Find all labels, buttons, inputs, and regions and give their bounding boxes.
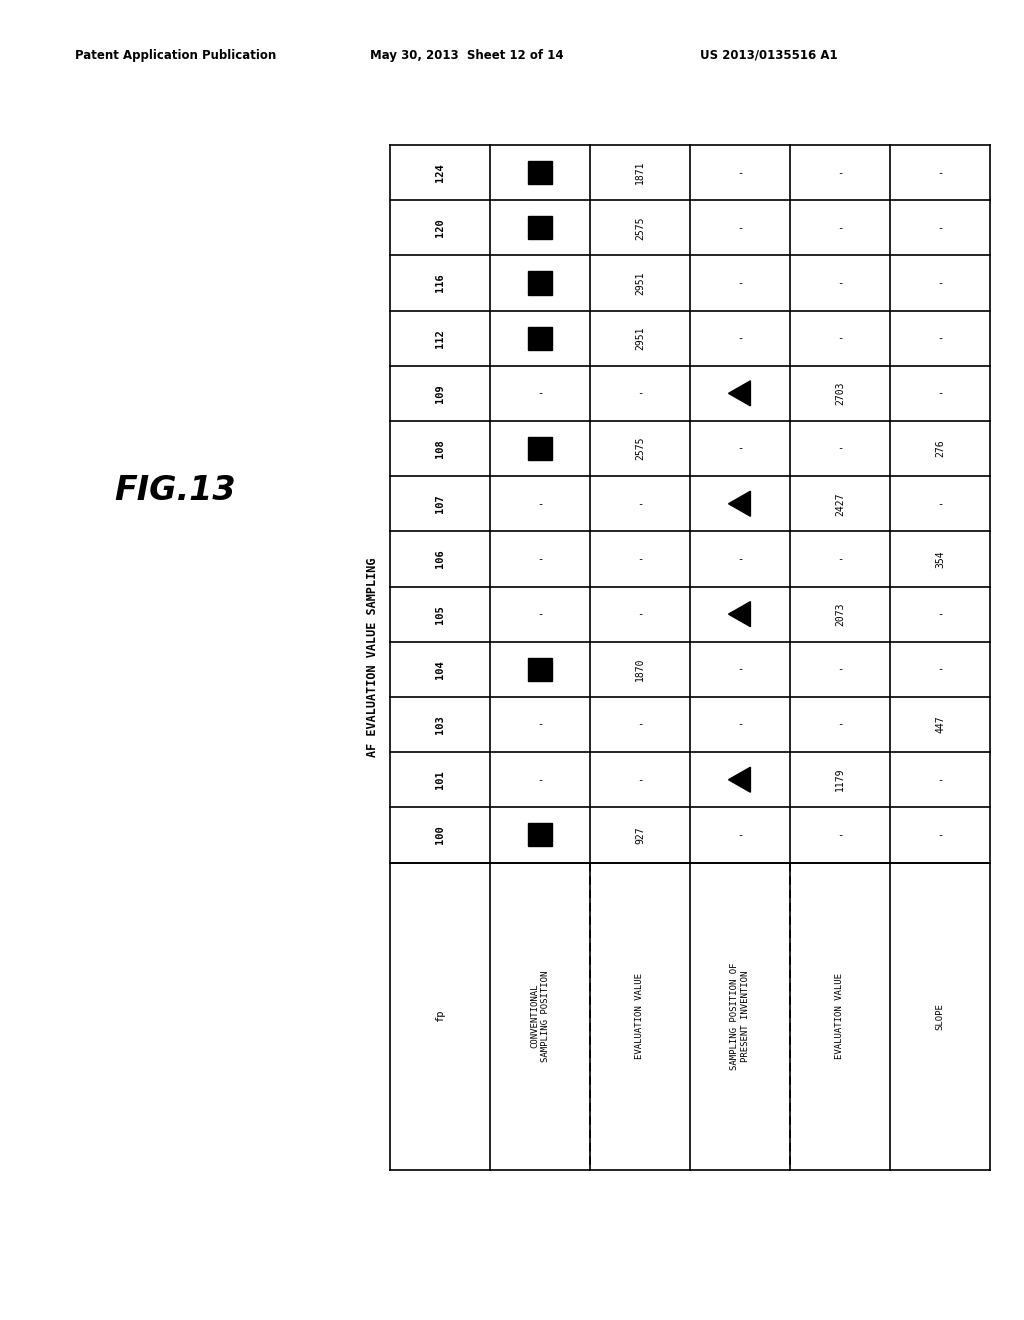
Text: 109: 109 <box>435 384 445 403</box>
Text: -: - <box>737 444 743 454</box>
Text: 2951: 2951 <box>635 326 645 350</box>
Text: 1870: 1870 <box>635 657 645 681</box>
Text: -: - <box>937 388 943 399</box>
Text: Patent Application Publication: Patent Application Publication <box>75 49 276 62</box>
Text: 1179: 1179 <box>835 768 845 792</box>
Text: CONVENTIONAL
SAMPLING POSITION: CONVENTIONAL SAMPLING POSITION <box>530 970 550 1061</box>
Text: -: - <box>937 168 943 178</box>
Text: 2427: 2427 <box>835 492 845 516</box>
Polygon shape <box>728 767 751 792</box>
Text: fp: fp <box>435 1010 445 1023</box>
Text: -: - <box>937 775 943 784</box>
Bar <box>528 216 552 239</box>
Text: -: - <box>737 830 743 840</box>
Text: -: - <box>737 279 743 288</box>
Bar <box>528 326 552 350</box>
Text: -: - <box>937 279 943 288</box>
Text: 101: 101 <box>435 771 445 789</box>
Text: -: - <box>837 554 843 564</box>
Text: -: - <box>537 554 543 564</box>
Text: -: - <box>937 333 943 343</box>
Bar <box>528 161 552 185</box>
Text: -: - <box>937 223 943 232</box>
Text: -: - <box>837 664 843 675</box>
Text: -: - <box>737 168 743 178</box>
Text: 2951: 2951 <box>635 271 645 294</box>
Text: 103: 103 <box>435 715 445 734</box>
Bar <box>528 657 552 681</box>
Text: -: - <box>637 499 643 508</box>
Polygon shape <box>728 381 751 405</box>
Text: 100: 100 <box>435 825 445 845</box>
Text: 1871: 1871 <box>635 161 645 185</box>
Text: May 30, 2013  Sheet 12 of 14: May 30, 2013 Sheet 12 of 14 <box>370 49 563 62</box>
Text: AF EVALUATION VALUE SAMPLING: AF EVALUATION VALUE SAMPLING <box>366 558 379 758</box>
Text: -: - <box>637 609 643 619</box>
Text: -: - <box>837 719 843 730</box>
Text: 927: 927 <box>635 826 645 843</box>
Text: 106: 106 <box>435 549 445 569</box>
Text: 107: 107 <box>435 495 445 513</box>
Text: -: - <box>837 830 843 840</box>
Text: SLOPE: SLOPE <box>936 1003 944 1030</box>
Text: -: - <box>737 554 743 564</box>
Text: 447: 447 <box>935 715 945 734</box>
Text: -: - <box>537 719 543 730</box>
Bar <box>528 824 552 846</box>
Text: -: - <box>937 830 943 840</box>
Bar <box>528 272 552 294</box>
Text: -: - <box>537 499 543 508</box>
Text: 124: 124 <box>435 164 445 182</box>
Text: -: - <box>837 444 843 454</box>
Text: -: - <box>737 333 743 343</box>
Text: -: - <box>937 609 943 619</box>
Text: 105: 105 <box>435 605 445 623</box>
Text: -: - <box>637 388 643 399</box>
Text: 276: 276 <box>935 440 945 457</box>
Bar <box>528 437 552 461</box>
Text: -: - <box>537 388 543 399</box>
Text: -: - <box>537 775 543 784</box>
Text: -: - <box>737 719 743 730</box>
Text: -: - <box>537 609 543 619</box>
Text: -: - <box>837 168 843 178</box>
Text: EVALUATION VALUE: EVALUATION VALUE <box>836 973 845 1059</box>
Text: US 2013/0135516 A1: US 2013/0135516 A1 <box>700 49 838 62</box>
Text: -: - <box>637 554 643 564</box>
Text: 2575: 2575 <box>635 437 645 461</box>
Text: 120: 120 <box>435 218 445 238</box>
Text: -: - <box>737 664 743 675</box>
Text: 104: 104 <box>435 660 445 678</box>
Text: 108: 108 <box>435 440 445 458</box>
Text: 112: 112 <box>435 329 445 347</box>
Text: -: - <box>837 333 843 343</box>
Text: EVALUATION VALUE: EVALUATION VALUE <box>636 973 644 1059</box>
Polygon shape <box>728 491 751 516</box>
Polygon shape <box>728 602 751 627</box>
Text: 2073: 2073 <box>835 602 845 626</box>
Text: -: - <box>937 664 943 675</box>
Text: SAMPLING POSITION OF
PRESENT INVENTION: SAMPLING POSITION OF PRESENT INVENTION <box>730 962 750 1071</box>
Text: 354: 354 <box>935 550 945 568</box>
Text: 2703: 2703 <box>835 381 845 405</box>
Text: -: - <box>937 499 943 508</box>
Text: 2575: 2575 <box>635 216 645 239</box>
Text: -: - <box>837 223 843 232</box>
Text: FIG.13: FIG.13 <box>115 474 236 507</box>
Text: -: - <box>637 775 643 784</box>
Text: -: - <box>837 279 843 288</box>
Text: -: - <box>637 719 643 730</box>
Text: 116: 116 <box>435 273 445 292</box>
Text: -: - <box>737 223 743 232</box>
